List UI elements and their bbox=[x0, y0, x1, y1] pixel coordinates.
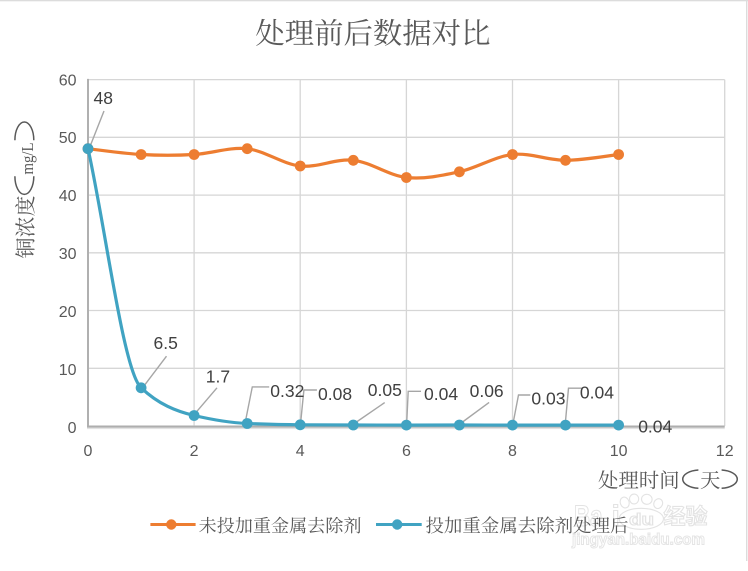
svg-text:jingyan.baidu.com: jingyan.baidu.com bbox=[571, 532, 705, 549]
svg-text:0.32: 0.32 bbox=[270, 381, 304, 401]
svg-text:0.05: 0.05 bbox=[368, 380, 402, 400]
svg-text:1.7: 1.7 bbox=[206, 366, 230, 386]
svg-text:4: 4 bbox=[296, 443, 305, 460]
svg-text:du: du bbox=[629, 510, 654, 529]
svg-text:i: i bbox=[612, 500, 620, 533]
svg-text:2: 2 bbox=[190, 443, 199, 460]
svg-text:6: 6 bbox=[402, 443, 411, 460]
svg-text:Ba: Ba bbox=[574, 500, 603, 533]
svg-text:mg/L: mg/L bbox=[18, 143, 37, 175]
svg-text:8: 8 bbox=[508, 443, 517, 460]
svg-text:0.04: 0.04 bbox=[638, 416, 672, 436]
svg-text:0.04: 0.04 bbox=[424, 384, 458, 404]
svg-text:0.08: 0.08 bbox=[318, 384, 352, 404]
svg-text:12: 12 bbox=[716, 443, 734, 460]
svg-text:20: 20 bbox=[59, 304, 77, 321]
svg-text:30: 30 bbox=[59, 246, 77, 263]
svg-text:48: 48 bbox=[94, 88, 113, 108]
svg-text:40: 40 bbox=[59, 188, 77, 205]
svg-text:60: 60 bbox=[59, 72, 77, 89]
svg-text:0.06: 0.06 bbox=[470, 381, 504, 401]
svg-text:50: 50 bbox=[59, 130, 77, 147]
svg-text:10: 10 bbox=[610, 443, 628, 460]
svg-text:6.5: 6.5 bbox=[154, 333, 178, 353]
svg-text:0.04: 0.04 bbox=[580, 383, 614, 403]
svg-text:0: 0 bbox=[84, 443, 93, 460]
svg-text:0.03: 0.03 bbox=[531, 389, 565, 409]
svg-text:0: 0 bbox=[68, 420, 77, 437]
svg-text:10: 10 bbox=[59, 362, 77, 379]
